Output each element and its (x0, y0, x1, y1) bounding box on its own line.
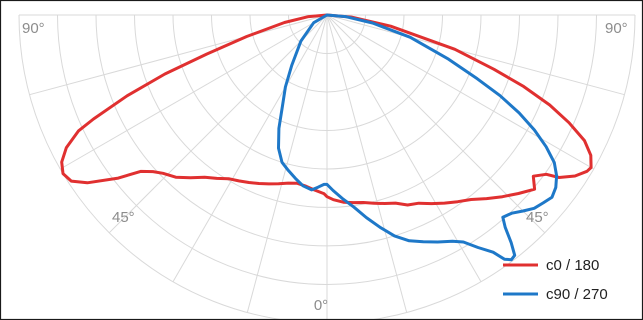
angle-tick-labels: 90° 45° 0° 45° 90° (22, 20, 628, 314)
legend: c0 / 180 c90 / 270 (503, 257, 608, 303)
tick-label-45-right: 45° (526, 209, 549, 226)
grid-ring (18, 14, 636, 320)
grid-spoke (326, 14, 625, 96)
grid-spoke (246, 14, 328, 313)
grid-spoke (326, 14, 594, 170)
grid-spoke (326, 14, 546, 234)
grid-spoke (108, 14, 328, 234)
grid-spoke (326, 14, 482, 282)
legend-label-c90-270: c90 / 270 (546, 286, 608, 303)
grid-spoke (172, 14, 328, 282)
tick-label-45-left: 45° (112, 209, 135, 226)
polar-grid (18, 14, 636, 320)
grid-spoke (326, 14, 408, 313)
legend-label-c0-180: c0 / 180 (546, 257, 599, 274)
grid-spoke (60, 14, 328, 170)
tick-label-0: 0° (314, 297, 328, 314)
series-curve-c90-270 (277, 13, 559, 262)
series-curve-c0-180 (60, 13, 593, 207)
grid-spoke (29, 14, 328, 96)
series-curves (60, 13, 593, 262)
tick-label-90-left: 90° (22, 20, 45, 37)
tick-label-90-right: 90° (605, 20, 628, 37)
